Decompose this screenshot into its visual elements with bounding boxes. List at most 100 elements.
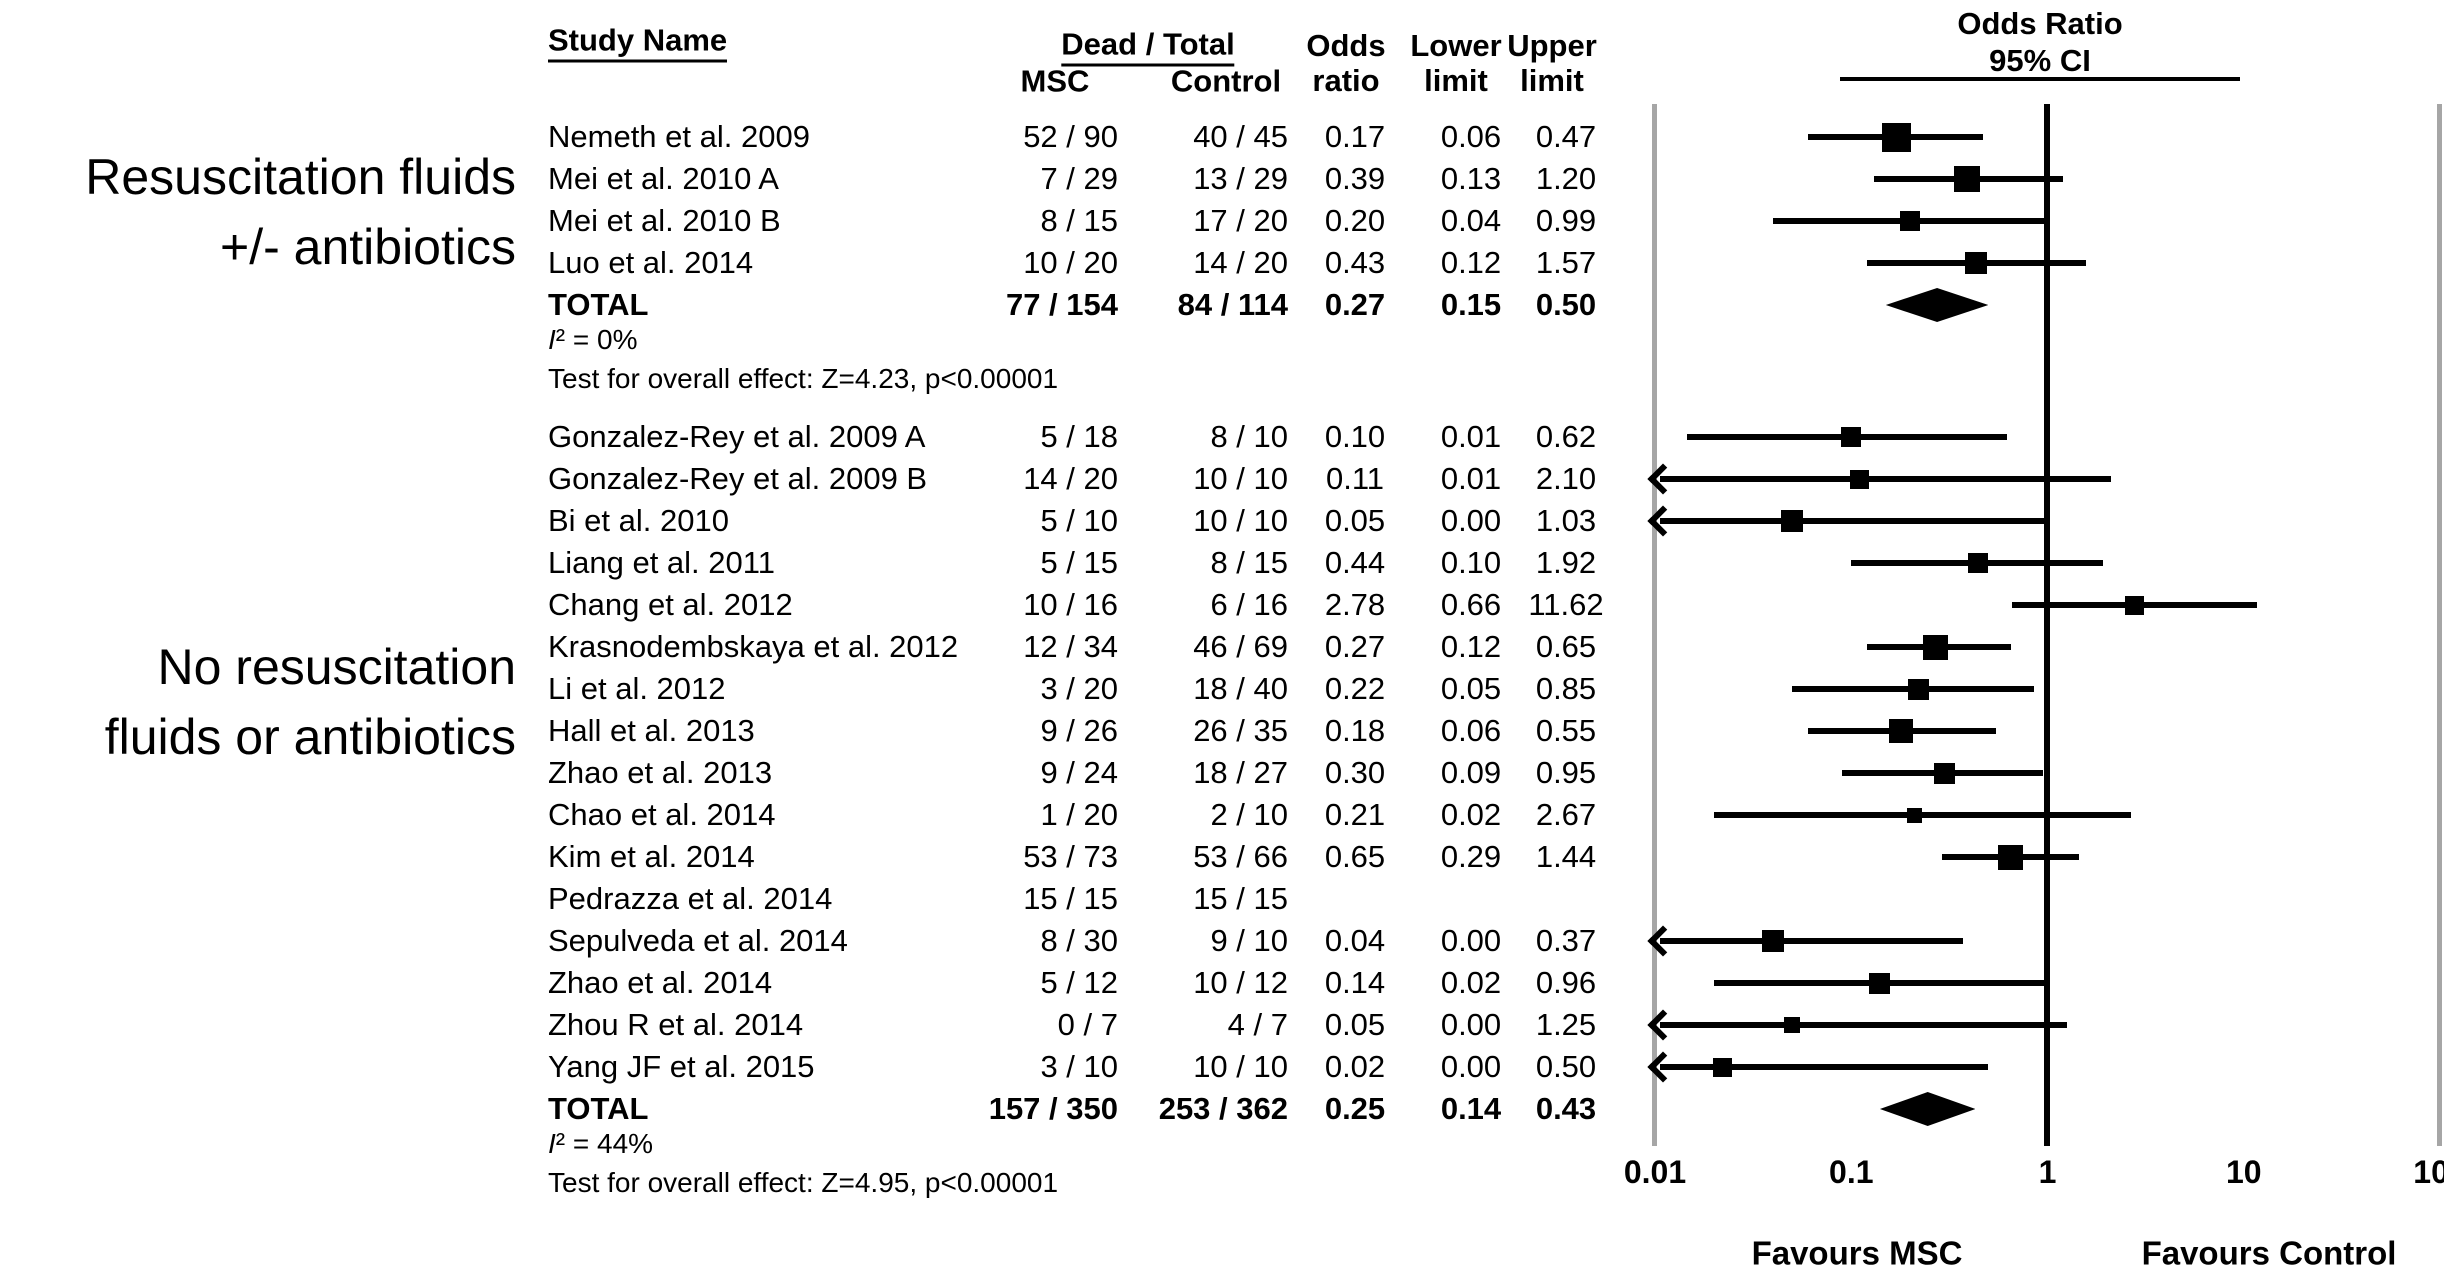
point-estimate-square — [1849, 469, 1869, 489]
msc-dead-total-cell: 14 / 20 — [1023, 461, 1118, 496]
column-header-odds-line1: Odds — [1306, 28, 1386, 63]
point-estimate-square — [1954, 166, 1981, 192]
lower-limit-cell: 0.00 — [1440, 1049, 1502, 1084]
study-name-cell: Nemeth et al. 2009 — [548, 119, 810, 154]
group-label: No resuscitation fluids or antibiotics — [105, 632, 516, 772]
reference-line — [2044, 104, 2050, 1146]
control-dead-total-cell: 14 / 20 — [1193, 245, 1288, 280]
study-name-cell: Luo et al. 2014 — [548, 245, 754, 280]
study-name-cell: Chao et al. 2014 — [548, 797, 776, 832]
odds-ratio-cell: 0.20 — [1324, 203, 1386, 238]
msc-dead-total-cell: 3 / 10 — [1040, 1049, 1118, 1084]
lower-limit-cell: 0.06 — [1440, 119, 1502, 154]
upper-limit-cell: 0.85 — [1535, 671, 1597, 706]
lower-limit-cell: 0.00 — [1440, 503, 1502, 538]
control-dead-total-cell: 8 / 15 — [1210, 545, 1288, 580]
plot-title: Odds Ratio 95% CI — [1957, 5, 2122, 79]
odds-ratio-cell: 0.30 — [1324, 755, 1386, 790]
point-estimate-square — [2125, 595, 2145, 615]
msc-dead-total-cell: 5 / 10 — [1040, 503, 1118, 538]
study-name-cell: Mei et al. 2010 A — [548, 161, 779, 196]
study-name-cell: TOTAL — [548, 287, 649, 322]
point-estimate-square — [1869, 972, 1891, 994]
odds-ratio-cell: 0.44 — [1324, 545, 1386, 580]
column-header-control: Control — [1170, 63, 1282, 99]
group-label: Resuscitation fluids +/- antibiotics — [85, 142, 516, 282]
point-estimate-square — [1900, 211, 1921, 231]
study-name-cell: Zhao et al. 2013 — [548, 755, 773, 790]
odds-ratio-cell: 0.10 — [1324, 419, 1386, 454]
upper-limit-cell: 11.62 — [1528, 587, 1604, 622]
control-dead-total-cell: 17 / 20 — [1193, 203, 1288, 238]
upper-limit-cell: 1.92 — [1535, 545, 1597, 580]
lower-limit-cell: 0.15 — [1440, 287, 1502, 322]
control-dead-total-cell: 6 / 16 — [1210, 587, 1288, 622]
study-name-cell: Li et al. 2012 — [548, 671, 726, 706]
effect-test-text: Test for overall effect: Z=4.23, p<0.000… — [548, 363, 1059, 394]
msc-dead-total-cell: 5 / 12 — [1040, 965, 1118, 1000]
axis-tick-label: 1 — [2038, 1154, 2057, 1190]
odds-ratio-cell: 0.14 — [1324, 965, 1386, 1000]
group-label-line: +/- antibiotics — [220, 219, 516, 275]
study-name-cell: Gonzalez-Rey et al. 2009 B — [548, 461, 928, 496]
msc-dead-total-cell: 157 / 350 — [988, 1091, 1118, 1126]
control-dead-total-cell: 253 / 362 — [1158, 1091, 1288, 1126]
favours-msc-label: Favours MSC — [1751, 1234, 1963, 1272]
control-dead-total-cell: 18 / 27 — [1193, 755, 1288, 790]
odds-ratio-cell: 0.17 — [1324, 119, 1386, 154]
plot-right-boundary-line — [2437, 104, 2442, 1146]
upper-limit-cell: 0.96 — [1535, 965, 1597, 1000]
upper-limit-cell: 0.55 — [1535, 713, 1597, 748]
study-name-cell: Zhao et al. 2014 — [548, 965, 773, 1000]
msc-dead-total-cell: 8 / 15 — [1040, 203, 1118, 238]
point-estimate-square — [1712, 1057, 1732, 1077]
odds-ratio-cell: 0.27 — [1324, 287, 1386, 322]
msc-dead-total-cell: 12 / 34 — [1023, 629, 1118, 664]
odds-ratio-cell: 0.25 — [1324, 1091, 1386, 1126]
upper-limit-cell: 0.95 — [1535, 755, 1597, 790]
upper-limit-cell: 0.37 — [1535, 923, 1597, 958]
axis-tick-label: 10 — [2226, 1154, 2262, 1190]
group-label-line: fluids or antibiotics — [104, 709, 516, 765]
odds-ratio-cell: 0.04 — [1324, 923, 1386, 958]
study-name-cell: Pedrazza et al. 2014 — [548, 881, 833, 916]
upper-limit-cell: 0.65 — [1535, 629, 1597, 664]
point-estimate-square — [1882, 122, 1911, 152]
plot-title-underline — [1840, 77, 2240, 81]
msc-dead-total-cell: 1 / 20 — [1040, 797, 1118, 832]
upper-limit-cell: 0.99 — [1535, 203, 1597, 238]
column-header-study-name: Study Name — [548, 22, 728, 63]
control-dead-total-cell: 10 / 12 — [1193, 965, 1288, 1000]
study-name-cell: Zhou R et al. 2014 — [548, 1007, 804, 1042]
msc-dead-total-cell: 0 / 7 — [1057, 1007, 1118, 1042]
upper-limit-cell: 0.50 — [1535, 287, 1597, 322]
upper-limit-cell: 2.10 — [1535, 461, 1597, 496]
column-header-odds-line2: ratio — [1312, 63, 1380, 98]
point-estimate-square — [1889, 719, 1914, 743]
column-header-upper-limit: Upper limit — [1507, 28, 1597, 98]
lower-limit-cell: 0.14 — [1440, 1091, 1502, 1126]
lower-limit-cell: 0.06 — [1440, 713, 1502, 748]
point-estimate-square — [1923, 634, 1949, 660]
ci-line — [1714, 812, 2132, 818]
favours-control-label: Favours Control — [2141, 1234, 2397, 1272]
odds-ratio-cell: 0.65 — [1324, 839, 1386, 874]
study-name-cell: Liang et al. 2011 — [548, 545, 775, 580]
control-dead-total-cell: 10 / 10 — [1193, 461, 1288, 496]
lower-limit-cell: 0.66 — [1440, 587, 1502, 622]
heterogeneity-text: I² = 44% — [548, 1128, 654, 1159]
msc-dead-total-cell: 7 / 29 — [1040, 161, 1118, 196]
study-name-cell: Krasnodembskaya et al. 2012 — [548, 629, 959, 664]
lower-limit-cell: 0.29 — [1440, 839, 1502, 874]
ci-line — [1660, 1064, 1989, 1070]
upper-limit-cell: 0.47 — [1535, 119, 1597, 154]
plot-left-boundary-line — [1652, 104, 1657, 1146]
ci-line — [1660, 1022, 2067, 1028]
column-header-upper-line2: limit — [1520, 63, 1584, 98]
column-header-upper-line1: Upper — [1507, 28, 1597, 63]
lower-limit-cell: 0.12 — [1440, 629, 1502, 664]
lower-limit-cell: 0.01 — [1440, 461, 1502, 496]
lower-limit-cell: 0.10 — [1440, 545, 1502, 580]
lower-limit-cell: 0.05 — [1440, 671, 1502, 706]
study-name-cell: Hall et al. 2013 — [548, 713, 755, 748]
